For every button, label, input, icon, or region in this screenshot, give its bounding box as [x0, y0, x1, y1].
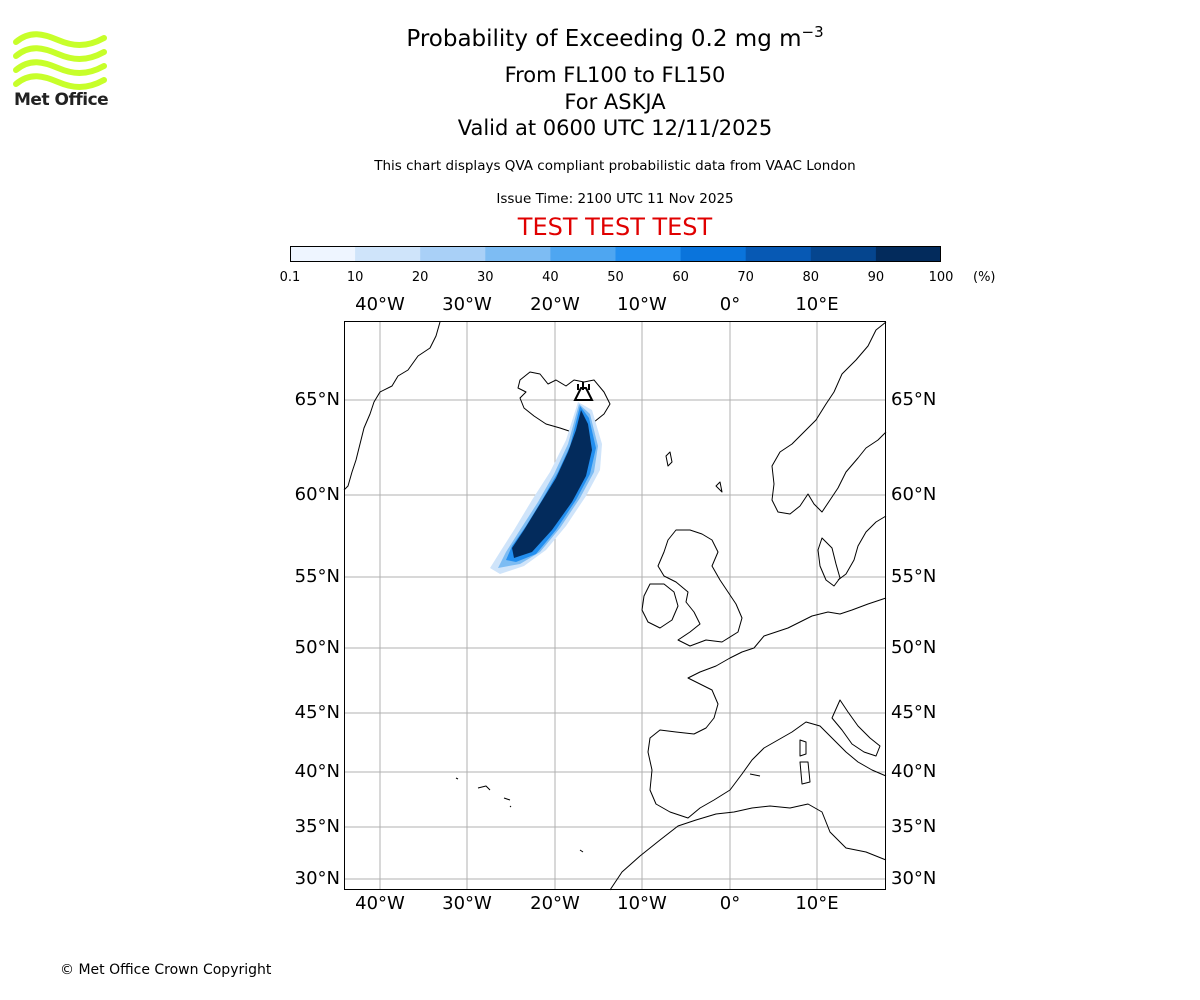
colorbar-tick-label: 0.1	[279, 270, 301, 285]
coastlines	[343, 321, 887, 891]
chart-title: Probability of Exceeding 0.2 mg m−3	[406, 23, 824, 52]
map-frame	[344, 321, 886, 890]
colorbar-tick-label: 10	[346, 270, 364, 285]
longitude-label: 10°W	[617, 893, 667, 914]
logo-wordmark: Met Office	[14, 90, 109, 110]
colorbar-segment	[875, 246, 941, 262]
latitude-label: 60°N	[294, 484, 340, 505]
latitude-label: 40°N	[294, 761, 340, 782]
data-source-note: This chart displays QVA compliant probab…	[374, 158, 856, 174]
colorbar-segment	[680, 246, 747, 262]
latitude-label: 35°N	[891, 816, 937, 837]
longitude-label: 30°W	[442, 893, 492, 914]
colorbar-tick-label: 80	[802, 270, 820, 285]
colorbar	[290, 246, 941, 262]
colorbar-tick-label: 40	[542, 270, 559, 285]
longitude-label: 40°W	[355, 893, 405, 914]
colorbar-tick-label: 60	[672, 270, 689, 285]
latitude-label: 55°N	[294, 566, 340, 587]
latitude-label: 65°N	[891, 389, 937, 410]
flight-level-range: From FL100 to FL150	[504, 63, 726, 87]
longitude-label: 30°W	[442, 294, 492, 315]
issue-time: Issue Time: 2100 UTC 11 Nov 2025	[496, 191, 734, 207]
colorbar-segment	[485, 246, 551, 262]
colorbar-tick-label: 50	[607, 270, 624, 285]
colorbar-segment	[550, 246, 616, 262]
copyright: © Met Office Crown Copyright	[60, 962, 272, 978]
latitude-label: 30°N	[294, 868, 340, 889]
colorbar-unit: (%)	[973, 270, 996, 285]
longitude-label: 10°E	[795, 294, 839, 315]
volcano-name: For ASKJA	[564, 90, 666, 114]
colorbar-segment	[745, 246, 812, 262]
latitude-label: 30°N	[891, 868, 937, 889]
latitude-label: 40°N	[891, 761, 937, 782]
colorbar-tick-label: 30	[477, 270, 494, 285]
colorbar-segment	[355, 246, 421, 262]
colorbar-tick-label: 90	[867, 270, 885, 285]
longitude-label: 0°	[719, 294, 741, 315]
colorbar-tick-label: 100	[928, 270, 954, 285]
latitude-label: 60°N	[891, 484, 937, 505]
graticule	[344, 321, 886, 890]
colorbar-tick-label: 70	[737, 270, 754, 285]
latitude-label: 35°N	[294, 816, 340, 837]
test-banner: TEST TEST TEST	[517, 213, 713, 241]
latitude-label: 55°N	[891, 566, 937, 587]
latitude-label: 50°N	[294, 637, 340, 658]
colorbar-segment	[810, 246, 877, 262]
longitude-label: 0°	[719, 893, 741, 914]
colorbar-segment	[290, 246, 356, 262]
longitude-label: 20°W	[530, 893, 580, 914]
longitude-label: 20°W	[530, 294, 580, 315]
latitude-label: 50°N	[891, 637, 937, 658]
colorbar-segment	[420, 246, 486, 262]
latitude-label: 45°N	[294, 702, 340, 723]
ash-probability-plume	[490, 402, 602, 574]
colorbar-segment	[615, 246, 682, 262]
latitude-label: 45°N	[891, 702, 937, 723]
longitude-label: 10°E	[795, 893, 839, 914]
valid-time: Valid at 0600 UTC 12/11/2025	[457, 116, 773, 140]
volcano-icon	[573, 382, 594, 401]
longitude-label: 40°W	[355, 294, 405, 315]
met-office-logo	[13, 31, 107, 90]
colorbar-tick-label: 20	[411, 270, 429, 285]
plume-probability-band	[512, 410, 592, 558]
longitude-label: 10°W	[617, 294, 667, 315]
latitude-label: 65°N	[294, 389, 340, 410]
